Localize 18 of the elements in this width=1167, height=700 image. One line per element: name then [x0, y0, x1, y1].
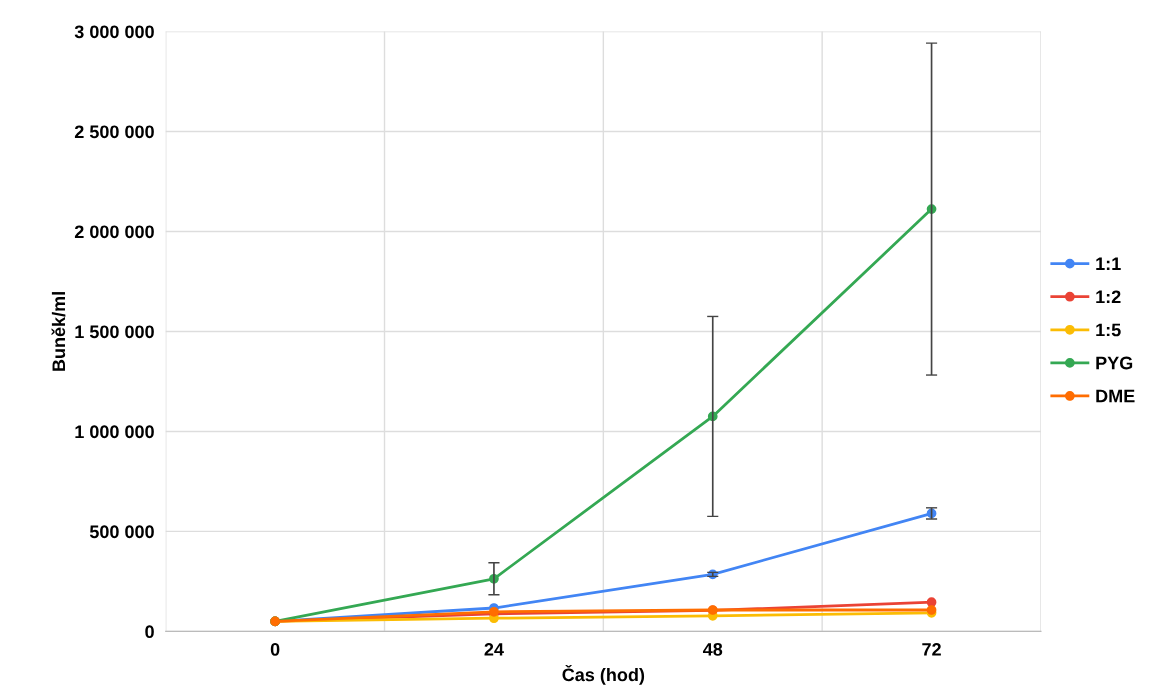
- legend-label: 1:1: [1096, 257, 1121, 270]
- y-tick-label: 2 000 000: [74, 225, 154, 239]
- y-tick-label: 0: [145, 625, 154, 639]
- y-tick-label: 3 000 000: [74, 25, 154, 39]
- y-tick-label: 1 000 000: [75, 425, 154, 439]
- x-tick-label: 72: [922, 642, 941, 656]
- legend-label: 1:5: [1096, 323, 1121, 337]
- y-axis-title: Buněk/ml: [51, 292, 66, 371]
- legend-label: PYG: [1096, 356, 1133, 370]
- legend-label: 1:2: [1096, 290, 1121, 304]
- x-tick-label: 48: [702, 642, 723, 656]
- legend-label: DME: [1096, 389, 1135, 403]
- x-axis-title: Čas (hod): [562, 664, 645, 685]
- x-tick-label: 24: [484, 642, 504, 656]
- x-tick-label: 0: [270, 642, 280, 656]
- y-tick-label: 2 500 000: [74, 125, 154, 139]
- y-tick-label: 1 500 000: [75, 325, 154, 339]
- y-tick-label: 500 000: [89, 525, 154, 539]
